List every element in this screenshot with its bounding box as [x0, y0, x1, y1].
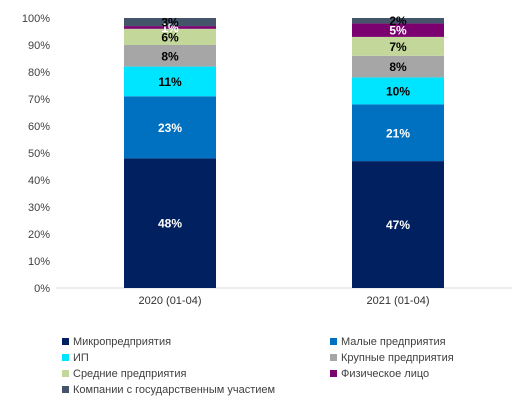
bar-segment — [124, 45, 216, 67]
y-tick-label: 0% — [34, 283, 50, 295]
data-label: 11% — [158, 75, 182, 89]
y-tick-label: 10% — [28, 256, 50, 268]
bar-segment — [124, 158, 216, 288]
data-label: 21% — [386, 126, 410, 140]
legend-label: Средние предприятия — [73, 367, 187, 380]
legend-swatch — [330, 354, 337, 361]
data-label: 6% — [161, 30, 179, 44]
bars — [124, 18, 444, 288]
bar-segment — [124, 28, 216, 45]
bar-segment — [352, 23, 444, 37]
y-tick-label: 60% — [28, 121, 50, 133]
bar-segment — [124, 26, 216, 29]
data-labels: 48% 23% 11% 8% 6%1%3% 47% 21% 10% 8% 7% 5%2% — [158, 14, 410, 232]
legend-swatch — [62, 354, 69, 361]
legend-swatch — [62, 338, 69, 345]
legend-swatch — [330, 338, 337, 345]
data-label: 10% — [386, 84, 410, 98]
legend-swatch — [62, 370, 69, 377]
y-tick-label: 80% — [28, 67, 50, 79]
data-label: 1% — [161, 21, 179, 35]
data-label: 48% — [158, 217, 182, 231]
stacked-bar-chart: 0% 10% 20% 30% 40% 50% 60% 70% 80% 90% 100% 2020 (0… — [22, 13, 512, 307]
y-tick-label: 90% — [28, 40, 50, 52]
legend-label: Малые предприятия — [341, 335, 446, 348]
bar-segment — [124, 96, 216, 159]
y-tick-label: 50% — [28, 148, 50, 160]
data-label: 47% — [386, 218, 410, 232]
data-label: 3% — [161, 16, 179, 30]
legend-item: Средние предприятия — [62, 366, 330, 381]
legend-item: Компании с государственным участием — [62, 382, 330, 397]
legend-label: Микропредприятия — [73, 335, 172, 348]
data-label: 7% — [389, 40, 407, 54]
data-label: 8% — [389, 60, 407, 74]
legend-item: Физическое лицо — [330, 366, 482, 381]
data-label: 8% — [161, 49, 179, 63]
legend-label: Крупные предприятия — [341, 351, 454, 364]
data-label: 23% — [158, 121, 182, 135]
bar-segment — [352, 104, 444, 162]
legend-item: Микропредприятия — [62, 334, 330, 349]
y-tick-label: 70% — [28, 94, 50, 106]
bar-segment — [352, 36, 444, 56]
legend: Микропредприятия Малые предприятия ИП Крупн… — [62, 334, 482, 397]
bar-segment — [352, 55, 444, 78]
bar-segment — [124, 18, 216, 27]
y-tick-label: 30% — [28, 202, 50, 214]
legend-item: Крупные предприятия — [330, 350, 482, 365]
bar-segment — [352, 161, 444, 288]
x-category-label: 2020 (01-04) — [139, 295, 202, 307]
legend-swatch — [330, 370, 337, 377]
legend-label: Физическое лицо — [341, 367, 430, 380]
data-label: 5% — [389, 24, 407, 38]
bar-segment — [352, 77, 444, 105]
y-tick-label: 100% — [22, 13, 50, 25]
legend-item: ИП — [62, 350, 330, 365]
bar-segment — [124, 66, 216, 97]
legend-label: ИП — [73, 351, 89, 364]
y-tick-label: 40% — [28, 175, 50, 187]
axes: 0% 10% 20% 30% 40% 50% 60% 70% 80% 90% 100% 2020 (0… — [22, 13, 512, 307]
x-category-label: 2021 (01-04) — [367, 295, 430, 307]
legend-label: Компании с государственным участием — [73, 383, 276, 396]
legend-swatch — [62, 386, 69, 393]
y-tick-label: 20% — [28, 229, 50, 241]
bar-segment — [352, 18, 444, 24]
legend-item: Малые предприятия — [330, 334, 482, 349]
data-label: 2% — [389, 14, 407, 28]
